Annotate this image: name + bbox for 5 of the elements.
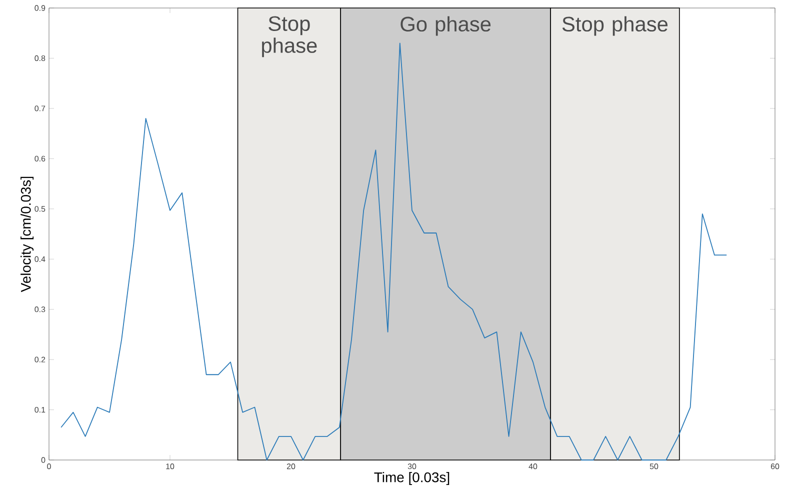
band-label: Go phase: [400, 16, 491, 36]
y-axis-title: Velocity [cm/0.03s]: [20, 176, 34, 292]
band-label: Stop phase: [562, 16, 668, 36]
x-axis-title: Time [0.03s]: [374, 472, 450, 485]
band-label: Stop phase: [262, 16, 317, 58]
